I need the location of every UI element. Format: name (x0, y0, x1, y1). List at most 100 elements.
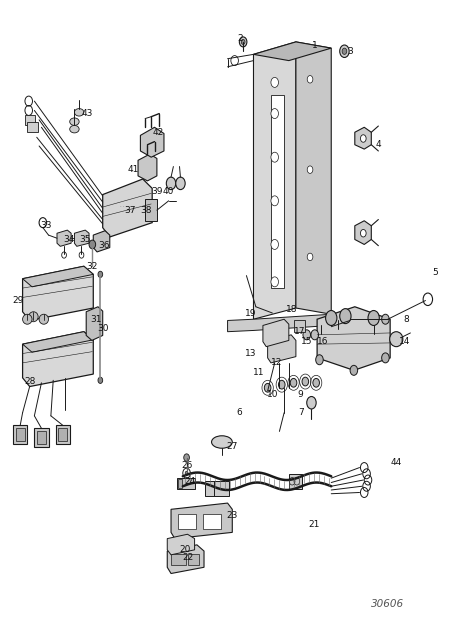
Text: 12: 12 (272, 358, 283, 367)
Circle shape (271, 108, 278, 118)
Circle shape (185, 471, 188, 475)
Text: 44: 44 (391, 458, 402, 467)
Text: 15: 15 (301, 337, 312, 346)
Circle shape (89, 240, 96, 249)
Bar (171, 554, 186, 565)
Bar (293, 321, 305, 332)
Polygon shape (355, 127, 371, 149)
Ellipse shape (39, 314, 48, 324)
Text: 34: 34 (63, 235, 74, 244)
Text: 31: 31 (90, 315, 101, 324)
Polygon shape (263, 319, 289, 347)
Polygon shape (23, 332, 93, 352)
Polygon shape (23, 266, 93, 321)
Bar (188, 554, 199, 565)
Text: 38: 38 (141, 206, 152, 215)
Polygon shape (23, 332, 93, 386)
Bar (214, 481, 228, 496)
Bar (178, 479, 182, 488)
Circle shape (271, 240, 278, 249)
Text: 20: 20 (180, 545, 191, 555)
Circle shape (98, 377, 103, 383)
Text: 2: 2 (237, 34, 243, 43)
Circle shape (98, 271, 103, 277)
Bar (13, 425, 27, 444)
Text: 28: 28 (24, 377, 36, 386)
Text: 29: 29 (12, 296, 24, 305)
Bar (35, 428, 48, 447)
Text: 36: 36 (98, 241, 109, 250)
Circle shape (290, 379, 297, 387)
Polygon shape (86, 307, 103, 341)
Bar (178, 514, 196, 529)
Text: 8: 8 (404, 315, 410, 324)
Polygon shape (355, 221, 371, 244)
Circle shape (271, 78, 278, 88)
Text: 42: 42 (153, 128, 164, 136)
Text: 32: 32 (87, 262, 98, 271)
Text: 39: 39 (151, 187, 163, 196)
Text: 33: 33 (40, 221, 52, 230)
Circle shape (302, 377, 309, 386)
Bar (271, 95, 284, 288)
Circle shape (340, 309, 351, 324)
Text: 17: 17 (294, 327, 305, 336)
Polygon shape (167, 545, 204, 573)
Bar (205, 481, 219, 496)
Polygon shape (171, 503, 232, 538)
Circle shape (360, 230, 366, 237)
Text: 23: 23 (227, 511, 238, 520)
Bar (58, 428, 67, 441)
Circle shape (307, 253, 313, 260)
Circle shape (271, 152, 278, 162)
Text: 10: 10 (266, 389, 278, 399)
Circle shape (360, 135, 366, 142)
Polygon shape (317, 307, 390, 371)
Polygon shape (228, 314, 359, 332)
Text: 30606: 30606 (371, 599, 404, 609)
Text: 3: 3 (347, 47, 353, 56)
Polygon shape (57, 230, 71, 246)
Text: 30: 30 (97, 324, 109, 333)
Circle shape (382, 314, 389, 324)
Bar (289, 474, 302, 489)
Polygon shape (140, 127, 164, 157)
Ellipse shape (70, 118, 79, 125)
Circle shape (316, 355, 323, 365)
Polygon shape (254, 42, 296, 319)
Text: 37: 37 (124, 206, 136, 215)
Ellipse shape (390, 332, 403, 347)
Polygon shape (103, 179, 152, 237)
Text: 4: 4 (375, 140, 381, 149)
Circle shape (350, 366, 357, 376)
Circle shape (271, 277, 278, 287)
Text: 1: 1 (312, 41, 318, 49)
Circle shape (184, 454, 190, 461)
Circle shape (307, 76, 313, 83)
Text: 19: 19 (246, 309, 257, 317)
Bar (55, 425, 70, 444)
Text: 27: 27 (227, 443, 238, 451)
Text: 5: 5 (432, 268, 438, 277)
Text: 41: 41 (128, 165, 139, 174)
Ellipse shape (23, 314, 32, 324)
Text: 22: 22 (182, 553, 193, 562)
Text: - - -: - - - (120, 204, 128, 208)
Text: 40: 40 (163, 187, 174, 196)
Circle shape (166, 177, 176, 190)
Bar (27, 122, 37, 132)
Text: 35: 35 (80, 235, 91, 244)
Bar (177, 478, 195, 489)
Polygon shape (296, 42, 331, 314)
Circle shape (307, 396, 316, 409)
Text: 18: 18 (286, 305, 298, 314)
Polygon shape (93, 231, 110, 252)
Text: 14: 14 (399, 337, 410, 346)
Bar (25, 115, 36, 125)
Circle shape (326, 310, 337, 326)
Circle shape (176, 177, 185, 190)
Circle shape (231, 56, 238, 66)
Ellipse shape (211, 436, 232, 448)
Ellipse shape (70, 125, 79, 133)
Circle shape (340, 45, 349, 58)
